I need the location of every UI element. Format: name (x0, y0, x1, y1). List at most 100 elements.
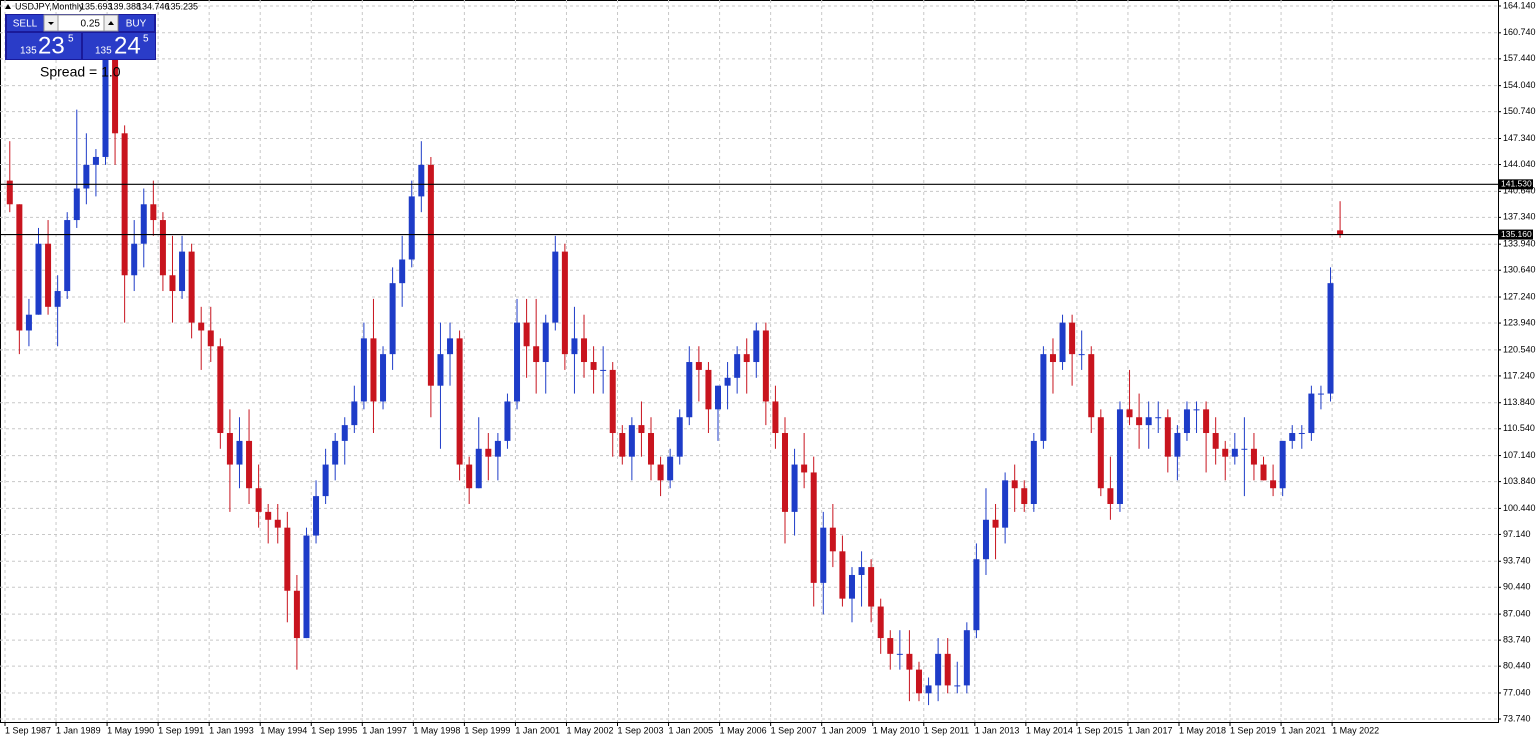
x-tick-label: 1 Jan 1993 (209, 725, 254, 735)
x-tick-label: 1 May 2018 (1179, 725, 1226, 735)
candle-body (609, 369, 616, 434)
candle-body (1270, 480, 1277, 489)
candle-body (561, 251, 568, 355)
candle-body (1231, 448, 1238, 457)
candle-body (255, 488, 262, 512)
candle-body (667, 456, 674, 481)
candle-body (1059, 322, 1066, 363)
candle-body (676, 417, 683, 457)
candle-body (159, 220, 166, 276)
y-tick-label: 154.040 (1503, 80, 1536, 90)
candle-body (695, 362, 702, 370)
candle-body (389, 283, 396, 355)
collapse-icon[interactable] (5, 4, 11, 9)
candle-body (715, 385, 722, 410)
candle-body (1203, 409, 1210, 434)
candle-body (734, 354, 741, 378)
y-tick-label: 127.240 (1503, 291, 1536, 301)
candle-body (1317, 393, 1324, 395)
candle-body (332, 440, 339, 465)
candle-body (896, 653, 903, 655)
candle-body (1078, 354, 1085, 356)
candle-body (1298, 433, 1305, 435)
ohlc-value: 139.388 (109, 1, 142, 11)
candle-body (542, 322, 549, 363)
x-tick-label: 1 May 1990 (107, 725, 154, 735)
candle-body (54, 291, 61, 307)
buy-pips: 24 (114, 32, 141, 59)
x-tick-label: 1 Jan 1997 (362, 725, 407, 735)
candle-body (1097, 417, 1104, 489)
candle-body (1212, 433, 1219, 449)
y-tick-label: 140.640 (1503, 186, 1536, 196)
y-tick-label: 90.440 (1503, 582, 1531, 592)
candle-body (1279, 440, 1286, 489)
candle-body (915, 669, 922, 694)
candle-body (1289, 433, 1296, 441)
candle-body (514, 322, 521, 402)
candle-body (743, 354, 750, 363)
x-tick-label: 1 May 1998 (413, 725, 460, 735)
candle-body (657, 464, 664, 481)
spread-label: Spread = 1.0 (40, 64, 121, 80)
x-tick-label: 1 Jan 2017 (1128, 725, 1173, 735)
sell-fraction: 5 (68, 34, 74, 45)
x-tick-label: 1 Sep 1991 (158, 725, 204, 735)
candle-body (571, 338, 578, 355)
candle-body (313, 496, 320, 536)
sell-price-box[interactable] (7, 33, 81, 59)
candle-body (638, 425, 645, 434)
candle-body (753, 330, 760, 363)
x-tick-label: 1 May 2006 (720, 725, 767, 735)
x-tick-label: 1 Sep 2015 (1077, 725, 1123, 735)
up-arrow (108, 21, 114, 25)
candle-body (1030, 440, 1037, 504)
price-label: 141.530 (1501, 179, 1532, 189)
candle-body (1002, 480, 1009, 528)
candle-body (1021, 488, 1028, 504)
y-tick-label: 164.140 (1503, 0, 1536, 10)
candle-body (829, 527, 836, 552)
candle-body (810, 472, 817, 583)
candle-body (1164, 417, 1171, 457)
candle-body (504, 401, 511, 441)
candle-body (820, 527, 827, 583)
candle-body (265, 511, 272, 520)
buy-price-box[interactable] (83, 33, 155, 59)
candle-body (427, 164, 434, 386)
sell-button[interactable] (7, 15, 44, 31)
candle-body (408, 196, 415, 260)
candle-body (322, 464, 329, 497)
candle-body (399, 259, 406, 284)
candle-body (581, 338, 588, 363)
candle-body (131, 243, 138, 276)
down-arrow (48, 22, 54, 25)
y-tick-label: 77.040 (1503, 687, 1531, 697)
candle-body (274, 519, 281, 528)
buy-label[interactable]: BUY (126, 19, 147, 30)
sell-label[interactable]: SELL (13, 19, 38, 30)
candle-body (102, 54, 109, 157)
candle-body (447, 338, 454, 355)
y-tick-label: 120.540 (1503, 344, 1536, 354)
lot-value[interactable]: 0.25 (81, 19, 101, 30)
x-tick-label: 1 May 2022 (1332, 725, 1379, 735)
y-tick-label: 107.140 (1503, 450, 1536, 460)
candle-body (973, 559, 980, 631)
candle-body (1040, 354, 1047, 441)
candle-body (705, 369, 712, 410)
buy-button[interactable] (119, 15, 154, 31)
candle-body (284, 527, 291, 591)
candle-body (1116, 409, 1123, 504)
ohlc-value: 135.693 (80, 1, 113, 11)
candle-body (494, 440, 501, 457)
candle-body (552, 251, 559, 323)
candle-body (1126, 409, 1133, 418)
y-tick-label: 157.440 (1503, 53, 1536, 63)
candle-body (628, 425, 635, 457)
x-tick-label: 1 Jan 2005 (669, 725, 714, 735)
candle-body (686, 362, 693, 418)
candle-body (982, 519, 989, 560)
